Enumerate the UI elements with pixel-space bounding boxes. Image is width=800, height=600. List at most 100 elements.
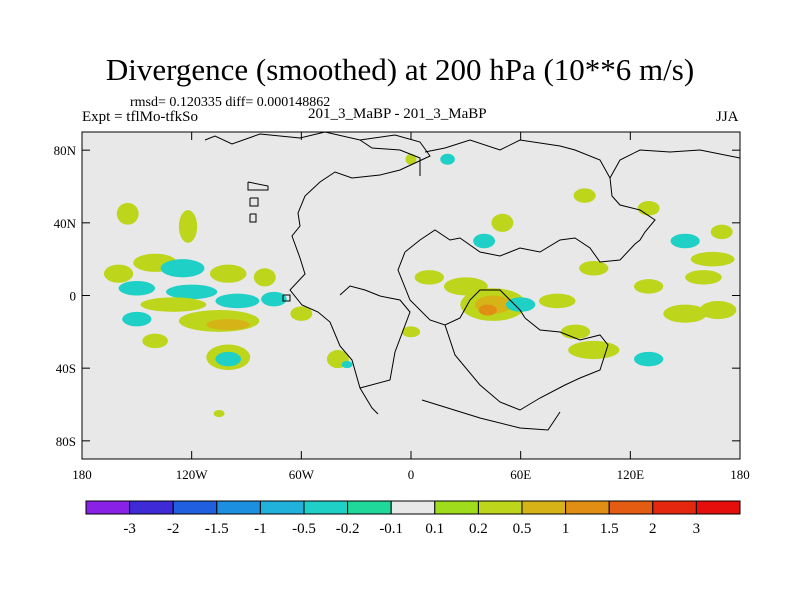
y-tick-label-4: 80S xyxy=(56,434,76,449)
africa-coastline xyxy=(397,251,526,326)
anomaly-blob-43 xyxy=(473,233,496,249)
anomaly-blob-16 xyxy=(142,333,168,349)
x-tick-label-0: 180 xyxy=(72,467,92,482)
anomaly-blob-22 xyxy=(414,270,444,285)
anomaly-blob-41 xyxy=(579,260,609,276)
anomaly-blob-6 xyxy=(253,268,276,287)
anomaly-blob-5 xyxy=(209,264,247,283)
anomaly-blob-9 xyxy=(140,297,207,312)
y-tick-label-2: 0 xyxy=(70,289,77,304)
anomaly-blob-46 xyxy=(401,326,421,338)
y-tick-label-3: 40S xyxy=(56,361,76,376)
anomaly-blob-18 xyxy=(215,351,242,367)
anomaly-blob-1 xyxy=(178,210,198,243)
anomaly-blob-29 xyxy=(568,340,620,360)
colorbar-label-12: 2 xyxy=(649,521,657,537)
colorbar-swatch-1 xyxy=(129,500,174,515)
anomaly-blob-26 xyxy=(478,304,497,316)
anomaly-blob-4 xyxy=(160,259,205,278)
chart-title: Divergence (smoothed) at 200 hPa (10**6 … xyxy=(105,52,695,87)
anomaly-blob-21 xyxy=(213,409,225,418)
y-tick-label-1: 40N xyxy=(54,216,77,231)
anomaly-blob-8 xyxy=(166,284,218,300)
colorbar-label-3: -1 xyxy=(254,521,267,537)
anomaly-blob-14 xyxy=(122,311,152,327)
anomaly-blob-40 xyxy=(573,188,596,203)
anomaly-blob-20 xyxy=(341,360,353,369)
colorbar-label-2: -1.5 xyxy=(205,521,229,537)
x-tick-label-1: 120W xyxy=(176,467,209,482)
colorbar: -3 -2 -1.5 -1 -0.5 -0.2 -0.1 0.1 0.2 0.5 1 1.5 2 3 xyxy=(85,500,741,537)
greenland-coast xyxy=(359,139,421,176)
island-outline xyxy=(249,197,259,207)
anomaly-blob-31 xyxy=(633,351,664,367)
x-tick-label-3: 0 xyxy=(408,467,415,482)
colorbar-swatch-0 xyxy=(85,500,131,515)
hudson-bay xyxy=(247,181,269,191)
stats-label: rmsd= 0.120335 diff= 0.000148862 xyxy=(130,95,331,110)
colorbar-label-5: -0.2 xyxy=(336,521,360,537)
anomaly-blob-27 xyxy=(506,297,536,312)
colorbar-swatch-14 xyxy=(695,500,741,515)
anomaly-blob-15 xyxy=(290,306,313,321)
colorbar-label-0: -3 xyxy=(123,521,136,537)
anomaly-blob-37 xyxy=(637,201,660,216)
colorbar-swatch-9 xyxy=(477,500,523,515)
anomaly-blob-32 xyxy=(663,304,708,323)
colorbar-label-4: -0.5 xyxy=(292,521,316,537)
island-outline-3 xyxy=(282,294,291,302)
colorbar-label-8: 0.2 xyxy=(469,521,488,537)
x-tick-label-4: 60E xyxy=(510,467,531,482)
anomaly-blob-39 xyxy=(710,224,733,240)
anomaly-blob-36 xyxy=(690,251,735,267)
season-label: JJA xyxy=(716,109,739,125)
colorbar-swatch-2 xyxy=(172,500,218,515)
x-tick-label-5: 120E xyxy=(617,467,645,482)
anomaly-blob-13 xyxy=(206,319,251,331)
x-axis: 180 120W 60W 0 60E 120E 180 xyxy=(72,132,750,482)
colorbar-label-7: 0.1 xyxy=(425,521,444,537)
colorbar-label-9: 0.5 xyxy=(513,521,532,537)
island-outline-2 xyxy=(249,213,257,223)
anomaly-blob-42 xyxy=(491,213,514,232)
southern-continent-coast xyxy=(444,317,609,411)
case-label: 201_3_MaBP - 201_3_MaBP xyxy=(308,106,487,122)
colorbar-swatch-13 xyxy=(652,500,697,515)
colorbar-swatch-8 xyxy=(434,500,479,515)
south-america-east-coast xyxy=(339,285,411,389)
colorbar-label-11: 1.5 xyxy=(600,521,619,537)
colorbar-swatch-7 xyxy=(390,500,436,515)
anomaly-blob-35 xyxy=(685,270,722,285)
colorbar-swatch-5 xyxy=(303,500,349,515)
continent-outlines xyxy=(204,132,740,431)
anomaly-blob-30 xyxy=(560,324,591,340)
anomaly-blob-11 xyxy=(261,291,287,307)
antarctic-edge xyxy=(421,399,561,431)
anomaly-blob-38 xyxy=(670,233,700,249)
colorbar-label-1: -2 xyxy=(167,521,180,537)
colorbar-swatch-10 xyxy=(521,500,567,515)
colorbar-swatch-11 xyxy=(565,500,610,515)
colorbar-label-6: -0.1 xyxy=(379,521,403,537)
anomaly-blob-33 xyxy=(699,300,737,320)
siberia-coast xyxy=(609,149,740,179)
colorbar-swatch-3 xyxy=(216,500,261,515)
colorbar-label-10: 1 xyxy=(562,521,570,537)
x-tick-label-6: 180 xyxy=(730,467,750,482)
anomaly-blob-7 xyxy=(118,280,156,296)
anomaly-blob-0 xyxy=(116,202,139,225)
anomaly-blob-44 xyxy=(440,153,455,165)
anomaly-field xyxy=(103,153,737,418)
anomaly-blob-28 xyxy=(538,293,576,309)
y-axis: 80N 40N 0 40S 80S xyxy=(54,143,740,449)
anomaly-blob-10 xyxy=(215,293,260,309)
colorbar-label-13: 3 xyxy=(693,521,701,537)
experiment-label: Expt = tflMo-tfkSo xyxy=(82,109,198,125)
colorbar-swatch-6 xyxy=(347,500,392,515)
anomaly-blob-3 xyxy=(103,264,134,283)
colorbar-swatch-12 xyxy=(608,500,654,515)
anomaly-blob-34 xyxy=(633,279,664,294)
eurasia-coastline xyxy=(404,139,656,263)
y-tick-label-0: 80N xyxy=(54,143,77,158)
